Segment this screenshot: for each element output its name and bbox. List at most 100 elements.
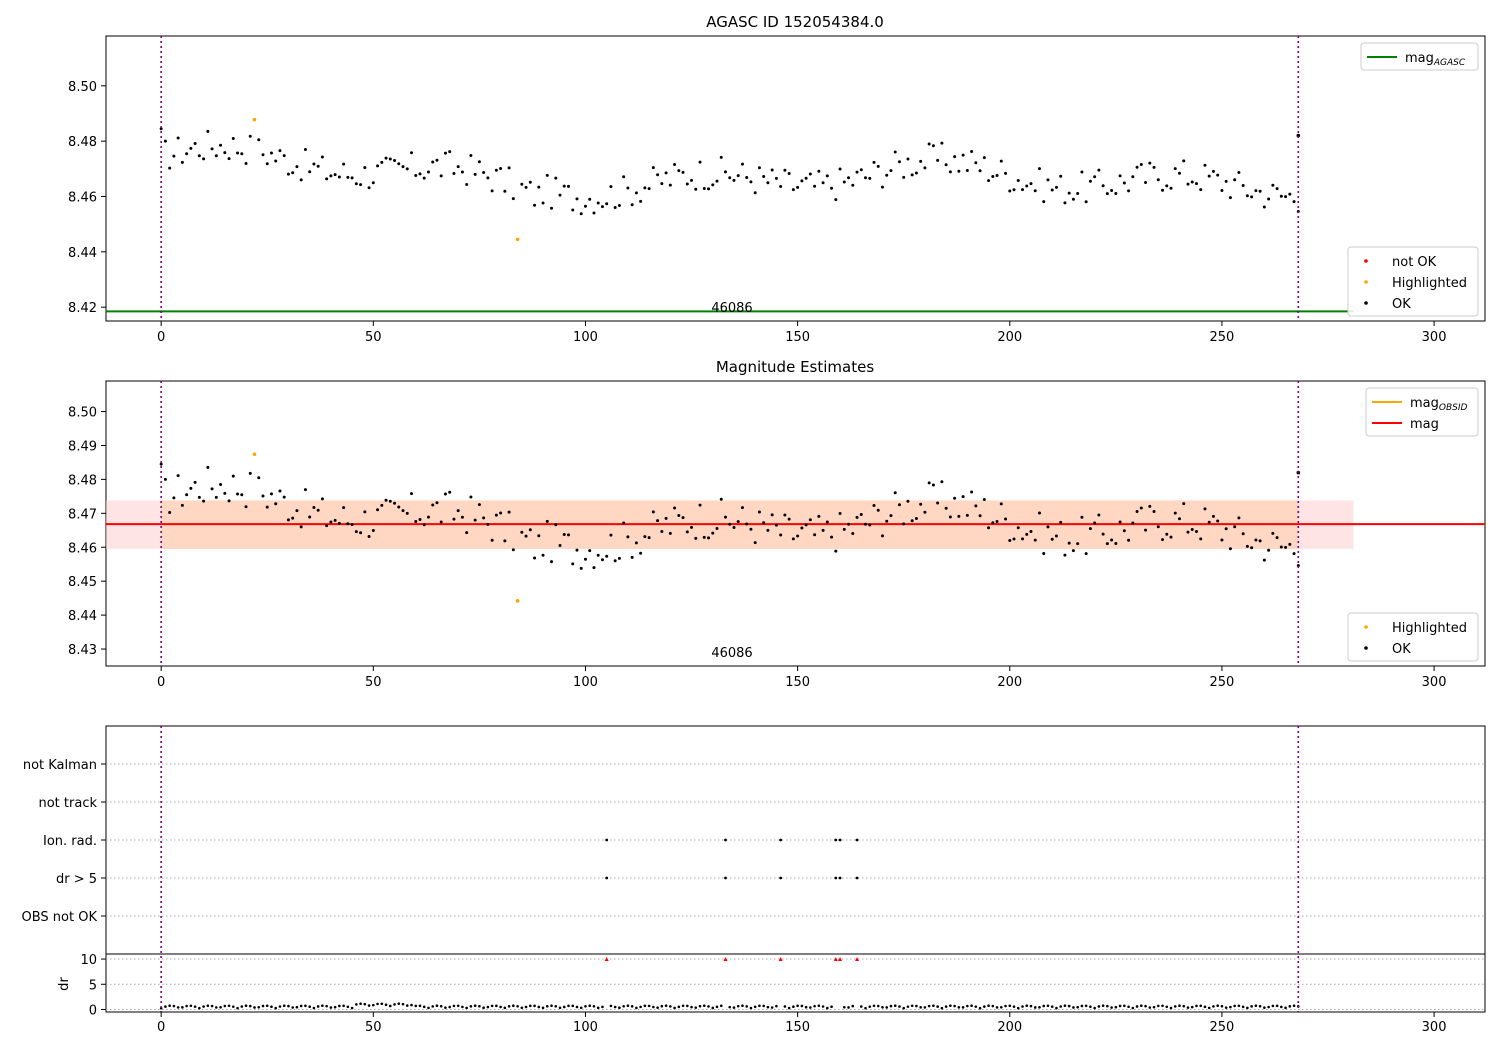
ok-point xyxy=(248,134,252,138)
ok-point xyxy=(274,502,278,506)
ok-point xyxy=(643,186,647,190)
ok-point xyxy=(664,171,668,175)
y-tick-label: 8.48 xyxy=(68,473,97,488)
ok-point xyxy=(961,495,965,499)
ok-point xyxy=(189,146,193,150)
ok-point xyxy=(987,526,991,530)
dr-point xyxy=(694,1006,698,1009)
dr-point xyxy=(210,1004,214,1008)
legend-label: Highlighted xyxy=(1392,621,1467,636)
ok-point xyxy=(282,495,286,499)
dr-point xyxy=(435,1004,439,1007)
dr-point xyxy=(1135,1005,1139,1008)
ok-point xyxy=(783,168,787,172)
ok-point xyxy=(660,182,664,186)
dr-point xyxy=(923,1006,927,1009)
ok-point xyxy=(787,517,791,521)
ok-point xyxy=(1050,188,1054,192)
dr-point xyxy=(350,1006,354,1010)
dr-point xyxy=(766,1005,770,1009)
ok-point xyxy=(176,474,180,478)
dr-point xyxy=(940,1006,944,1010)
dr-point xyxy=(499,1005,502,1009)
ok-point xyxy=(1152,165,1156,169)
ok-point xyxy=(1216,519,1220,523)
ok-point xyxy=(1237,171,1241,175)
ok-point xyxy=(673,162,677,166)
ok-point xyxy=(566,184,570,188)
ok-point xyxy=(346,522,350,526)
dr-point xyxy=(902,1006,905,1010)
ok-point xyxy=(197,495,201,499)
dr-point xyxy=(270,1005,273,1008)
dr-point xyxy=(1216,1004,1219,1007)
ok-point xyxy=(948,170,952,174)
ok-point xyxy=(1288,542,1292,546)
ok-point xyxy=(991,174,995,178)
dr-point xyxy=(376,1002,379,1006)
ok-point xyxy=(1156,178,1160,182)
legend-swatch xyxy=(1364,646,1368,650)
dr-point xyxy=(198,1006,201,1010)
dr-point xyxy=(1161,1004,1164,1008)
ok-point xyxy=(957,514,961,518)
ok-point xyxy=(753,541,757,545)
ok-point xyxy=(1267,548,1271,552)
ok-point xyxy=(1122,181,1126,185)
ok-point xyxy=(1131,521,1135,525)
dr-point xyxy=(745,1005,749,1008)
ok-point xyxy=(401,509,405,513)
dr-point xyxy=(652,1005,655,1009)
ok-point xyxy=(1042,552,1046,556)
dr-point xyxy=(482,1006,485,1009)
ok-point xyxy=(931,483,935,487)
ok-point xyxy=(762,174,766,178)
ok-point xyxy=(864,522,868,526)
dr-point xyxy=(741,1004,744,1008)
ok-point xyxy=(838,167,842,171)
ok-point xyxy=(1220,189,1224,193)
ok-point xyxy=(634,541,638,545)
ok-point xyxy=(656,519,660,523)
ok-point xyxy=(320,497,324,501)
mag-estimates-title: Magnitude Estimates xyxy=(716,358,874,376)
ok-point xyxy=(401,165,405,169)
dr-point xyxy=(639,1005,642,1009)
dr-point xyxy=(342,1004,345,1008)
dr-point xyxy=(681,1004,685,1008)
y-tick-label: 8.44 xyxy=(68,246,97,261)
ok-point xyxy=(1203,507,1207,511)
ok-point xyxy=(1241,183,1245,187)
ok-point xyxy=(698,503,702,507)
ok-point xyxy=(545,519,549,523)
ok-point xyxy=(346,175,350,179)
ok-point xyxy=(499,167,503,171)
ok-point xyxy=(1118,520,1122,524)
dr-point xyxy=(215,1006,218,1009)
dr-point xyxy=(1148,1006,1152,1009)
ok-point xyxy=(673,506,677,510)
ok-point xyxy=(384,156,388,160)
dr-point xyxy=(800,1004,804,1008)
highlighted-point xyxy=(252,452,257,457)
ok-point xyxy=(1139,506,1143,510)
ok-point xyxy=(902,522,906,526)
dr-point xyxy=(240,1005,244,1008)
ok-point xyxy=(558,544,562,548)
ok-point xyxy=(897,160,901,164)
ok-point xyxy=(880,185,884,189)
ok-point xyxy=(435,501,439,505)
ok-point xyxy=(1067,191,1071,195)
dr-point xyxy=(821,1005,825,1008)
ok-point xyxy=(1084,200,1088,204)
dr-point xyxy=(881,1005,884,1009)
ok-point xyxy=(558,193,562,197)
x-tick-label: 250 xyxy=(1210,675,1235,690)
dr-point xyxy=(915,1004,918,1008)
ok-point xyxy=(197,154,201,158)
ok-point xyxy=(206,129,210,133)
ok-point xyxy=(719,497,723,501)
ok-point xyxy=(600,205,604,209)
dr-point xyxy=(1275,1004,1279,1008)
y-tick-label: 8.49 xyxy=(68,439,97,454)
